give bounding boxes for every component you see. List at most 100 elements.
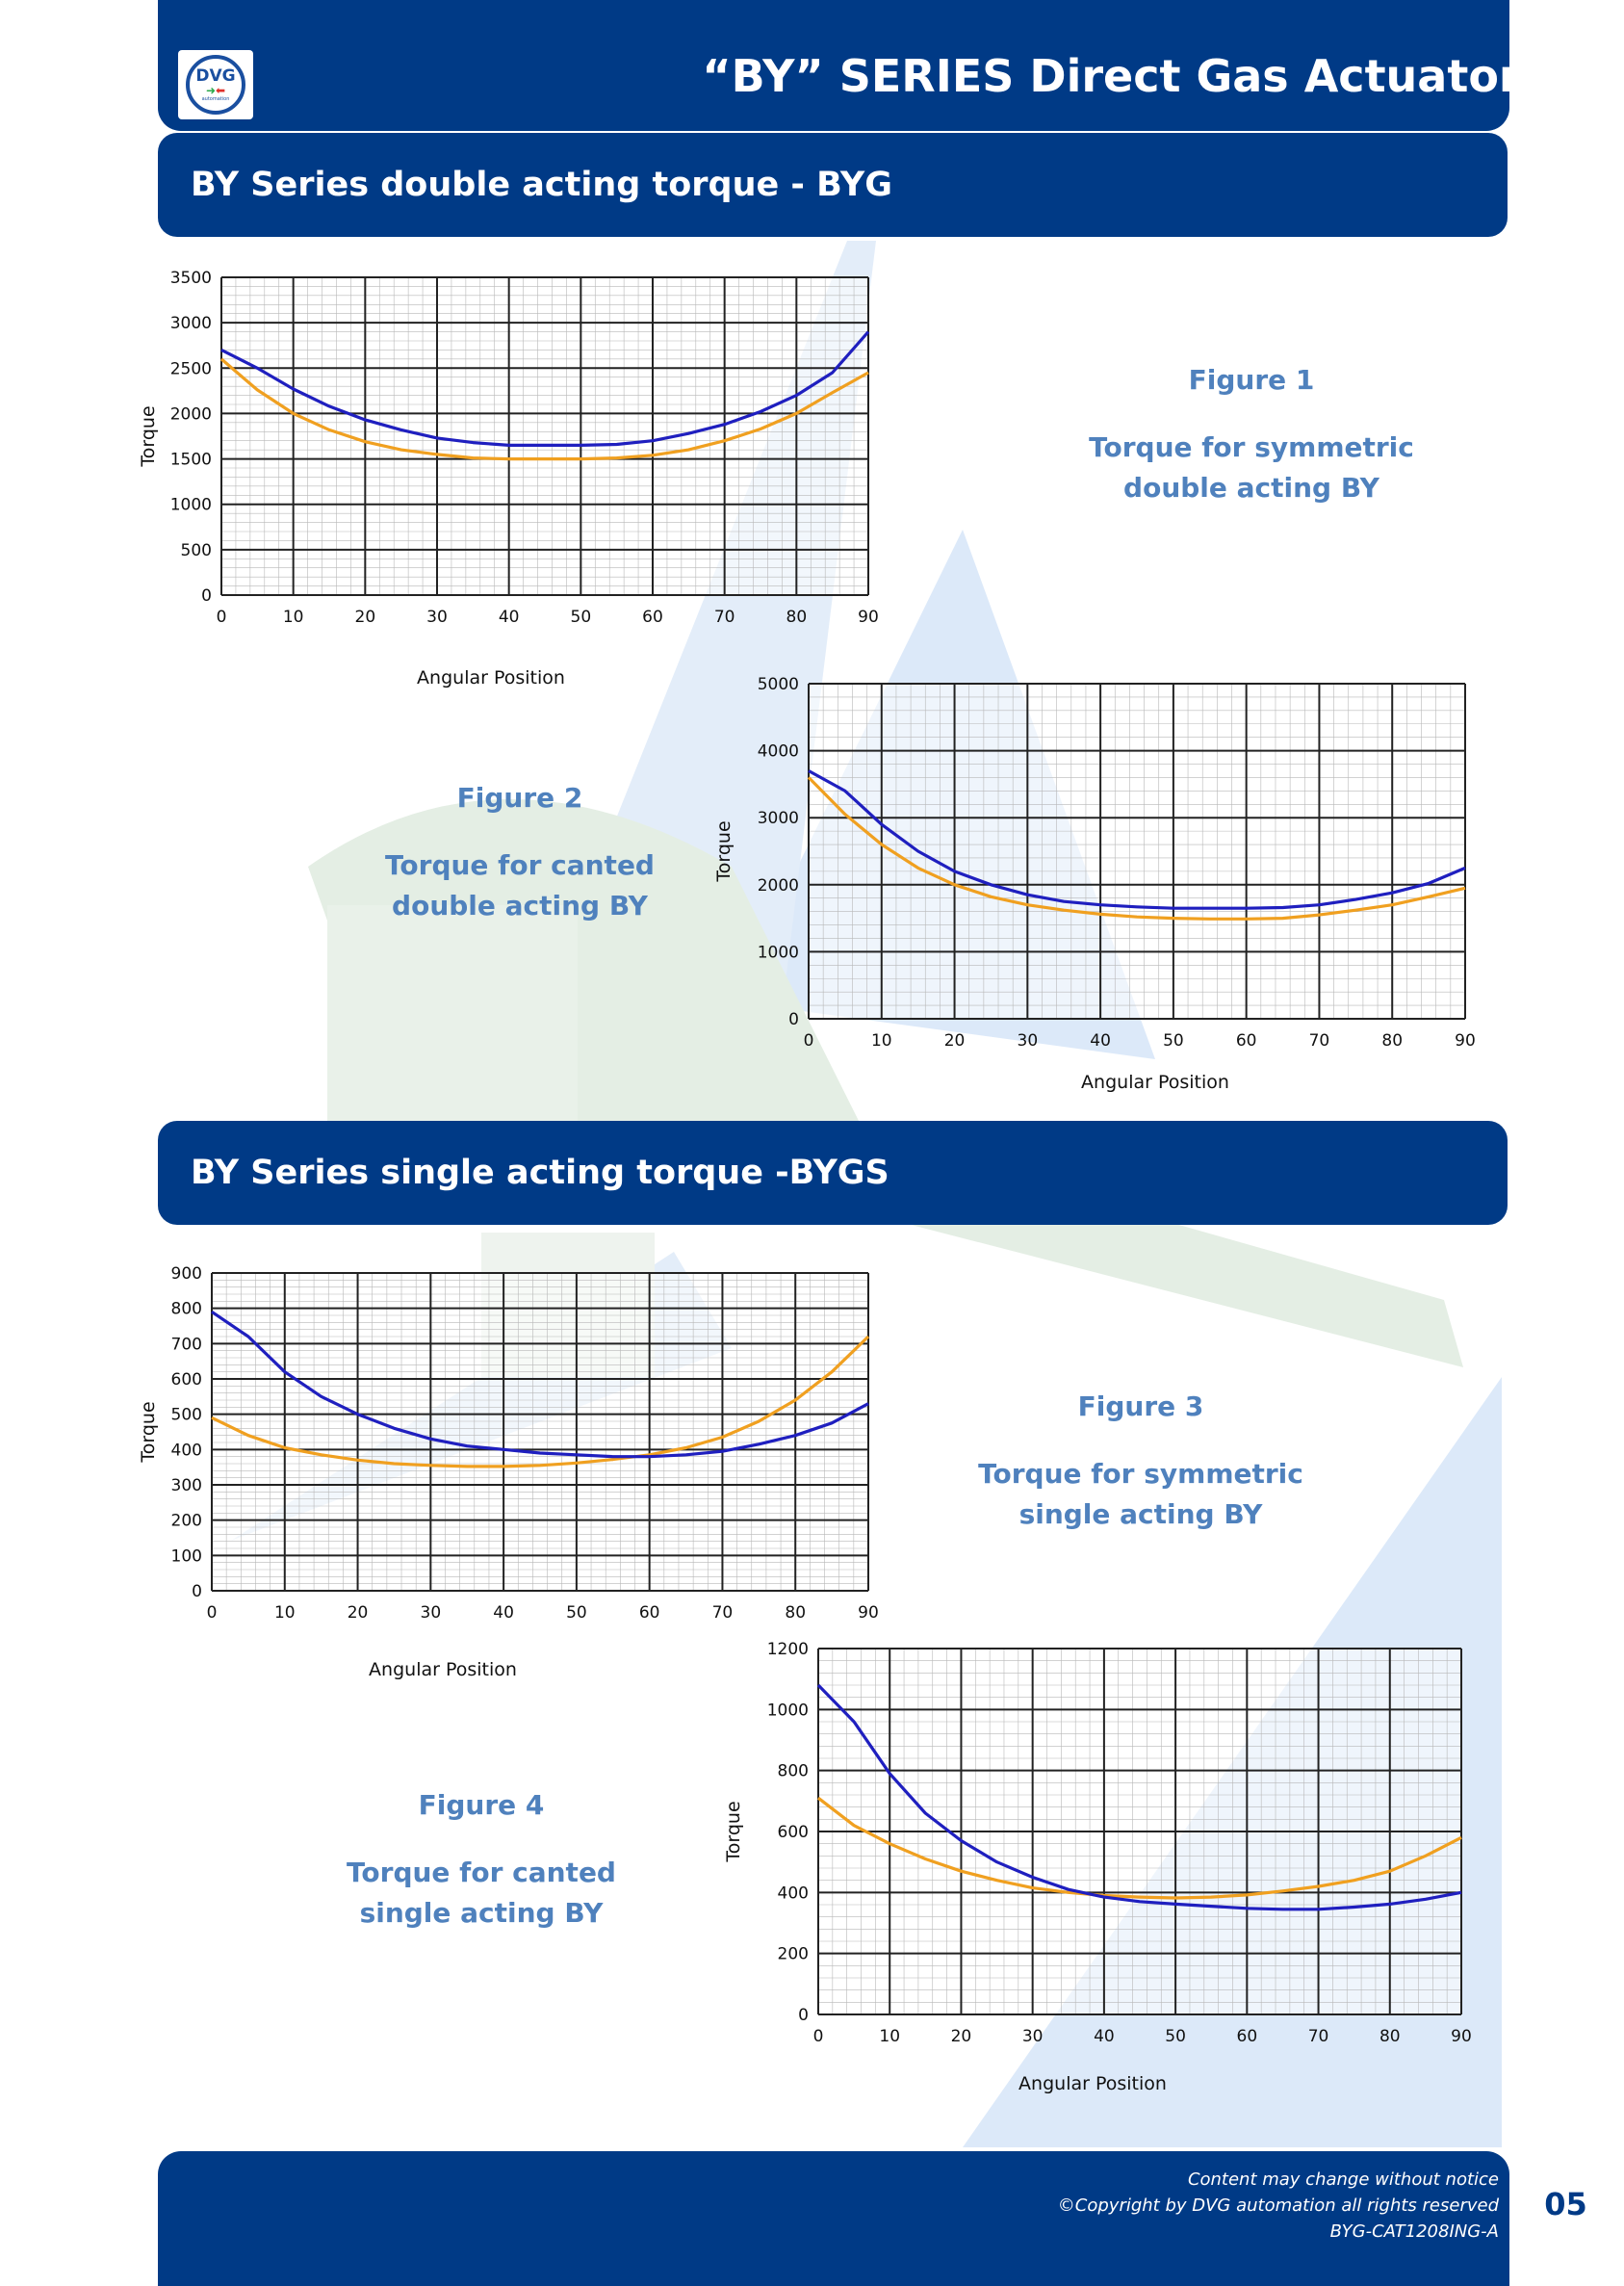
x-tick-label: 60: [1236, 1031, 1257, 1051]
x-tick-label: 70: [1308, 2027, 1329, 2046]
series-line: [211, 1310, 869, 1459]
page-header: [158, 0, 1509, 131]
footer-notice: Content may change without notice ©Copyr…: [1058, 2167, 1499, 2245]
y-tick-label: 500: [171, 1406, 202, 1425]
y-tick-label: 2000: [170, 404, 212, 424]
x-tick-label: 60: [1237, 2027, 1258, 2046]
y-tick-label: 200: [778, 1945, 809, 1964]
plot-background: [212, 1273, 868, 1591]
x-tick-label: 0: [804, 1031, 814, 1051]
y-tick-label: 900: [171, 1264, 202, 1284]
major-grid: [808, 683, 1466, 1020]
page-footer: [158, 2151, 1509, 2286]
section-bar-single-acting: BY Series single acting torque -BYGS: [158, 1121, 1508, 1225]
y-axis-label: Torque: [138, 405, 159, 467]
x-tick-label: 80: [785, 1603, 806, 1623]
x-tick-label: 80: [786, 608, 808, 627]
y-axis-label: Torque: [138, 1401, 159, 1463]
y-tick-label: 0: [192, 1582, 202, 1601]
major-grid: [211, 1272, 869, 1592]
y-tick-label: 800: [778, 1762, 809, 1781]
page-number: 05: [1544, 2186, 1587, 2222]
x-tick-label: 0: [813, 2027, 824, 2046]
figure-label: Figure 1: [1188, 364, 1315, 396]
figure-2-chart: 0 10 20 30 40 50 60 70 80 90 0 1000 2000 3000 4000 5000…: [713, 675, 1476, 1093]
x-tick-label: 20: [944, 1031, 966, 1051]
x-tick-label: 70: [714, 608, 735, 627]
series-line: [807, 776, 1466, 921]
y-tick-label: 700: [171, 1335, 202, 1354]
series-line: [817, 1796, 1462, 1900]
plot-area: [211, 1272, 869, 1592]
x-tick-label: 10: [283, 608, 304, 627]
x-axis-label: Angular Position: [1081, 1072, 1229, 1093]
caption-line: double acting BY: [392, 890, 648, 922]
x-tick-label: 90: [1455, 1031, 1476, 1051]
y-tick-label: 400: [778, 1883, 809, 1903]
caption-line: single acting BY: [359, 1897, 604, 1929]
x-tick-label: 30: [1022, 2027, 1044, 2046]
series-line: [211, 1335, 870, 1468]
figure-4-caption: Figure 4 Torque for canted single acting…: [289, 1785, 674, 1934]
x-tick-label: 0: [207, 1603, 218, 1623]
section-title: BY Series single acting torque -BYGS: [191, 1154, 889, 1192]
footer-line: ©Copyright by DVG automation all rights …: [1057, 2195, 1499, 2216]
x-tick-label: 70: [1309, 1031, 1330, 1051]
plot-area: [808, 683, 1466, 1020]
x-axis-label: Angular Position: [369, 1659, 517, 1680]
y-tick-label: 3500: [170, 270, 212, 288]
y-tick-label: 3000: [758, 809, 799, 828]
y-tick-label: 600: [171, 1370, 202, 1390]
caption-line: Torque for canted: [347, 1857, 616, 1888]
y-tick-label: 0: [798, 2006, 809, 2025]
figure-3-caption: Figure 3 Torque for symmetric single act…: [948, 1387, 1333, 1535]
footer-line: Content may change without notice: [1187, 2169, 1499, 2190]
footer-line: BYG-CAT1208ING-A: [1329, 2221, 1499, 2242]
dvg-logo: DVG ➜⬅ automation: [178, 50, 253, 119]
y-tick-label: 300: [171, 1476, 202, 1495]
y-tick-label: 4000: [758, 742, 799, 762]
y-tick-label: 200: [171, 1512, 202, 1531]
y-tick-label: 5000: [758, 675, 799, 694]
y-tick-label: 500: [181, 541, 212, 560]
x-tick-label: 10: [274, 1603, 296, 1623]
plot-area: [220, 276, 869, 596]
x-tick-label: 30: [426, 608, 448, 627]
y-tick-label: 800: [171, 1300, 202, 1319]
plot-area: [817, 1648, 1462, 2015]
y-tick-label: 1000: [767, 1701, 809, 1720]
x-tick-label: 40: [499, 608, 520, 627]
y-tick-label: 2500: [170, 359, 212, 378]
x-tick-label: 80: [1379, 2027, 1401, 2046]
x-tick-label: 30: [421, 1603, 442, 1623]
x-tick-label: 40: [1090, 1031, 1111, 1051]
figure-label: Figure 4: [418, 1789, 545, 1821]
y-tick-label: 1200: [767, 1640, 809, 1659]
page-title: “BY” SERIES Direct Gas Actuators: [702, 50, 1547, 102]
y-tick-label: 0: [201, 586, 212, 606]
x-tick-label: 20: [348, 1603, 369, 1623]
x-tick-label: 50: [1165, 2027, 1186, 2046]
y-tick-label: 2000: [758, 876, 799, 896]
x-axis-label: Angular Position: [1018, 2073, 1167, 2094]
x-tick-label: 50: [1163, 1031, 1184, 1051]
x-tick-label: 80: [1381, 1031, 1403, 1051]
x-tick-label: 50: [566, 1603, 587, 1623]
y-tick-label: 1500: [170, 451, 212, 470]
logo-text: DVG: [195, 65, 236, 86]
x-tick-label: 20: [951, 2027, 972, 2046]
major-grid: [817, 1648, 1462, 2015]
plot-background: [809, 684, 1465, 1019]
figure-2-caption: Figure 2 Torque for canted double acting…: [327, 778, 712, 926]
caption-line: double acting BY: [1123, 472, 1379, 504]
series-line: [220, 330, 870, 447]
figure-label: Figure 3: [1077, 1390, 1204, 1422]
y-tick-label: 0: [788, 1010, 799, 1029]
figure-3-chart: 0 10 20 30 40 50 60 70 80 90010020030040050060070…: [138, 1264, 879, 1680]
figure-1-caption: Figure 1 Torque for symmetric double act…: [1059, 360, 1444, 508]
figure-4-chart: 0 10 20 30 40 50 60 70 80 90 0 200 400 600 800 1000 1200…: [723, 1640, 1472, 2094]
x-tick-label: 90: [858, 608, 879, 627]
x-tick-label: 60: [642, 608, 663, 627]
x-tick-label: 10: [879, 2027, 900, 2046]
y-tick-label: 1000: [758, 943, 799, 962]
